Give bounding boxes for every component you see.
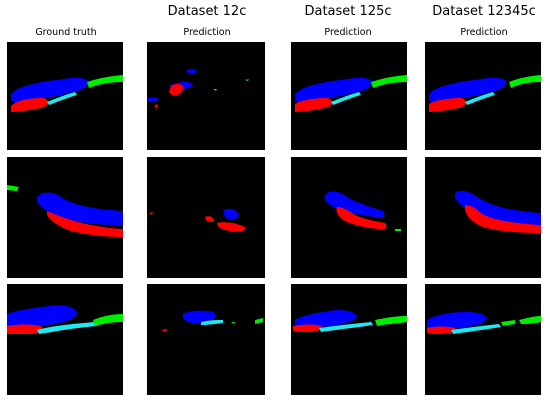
panel-background	[7, 284, 123, 395]
column-label: Prediction	[324, 27, 371, 38]
mask-region	[255, 318, 263, 324]
mask-region	[169, 83, 184, 96]
panel	[291, 284, 407, 395]
mask-region	[427, 326, 456, 334]
mask-region	[47, 92, 77, 105]
mask-region	[429, 77, 507, 104]
mask-region	[336, 207, 387, 230]
mask-region	[154, 104, 158, 109]
dataset-header: Dataset 12c	[168, 4, 247, 19]
mask-region	[371, 75, 407, 88]
mask-region	[245, 79, 249, 81]
mask-region	[509, 75, 541, 88]
mask-region	[148, 97, 157, 102]
mask-region	[465, 205, 541, 233]
panel	[147, 157, 265, 278]
column-label: Prediction	[460, 27, 507, 38]
mask-region	[375, 316, 407, 326]
mask-region	[295, 310, 357, 328]
mask-region	[7, 324, 43, 334]
panel	[7, 284, 123, 395]
mask-region	[7, 185, 19, 191]
mask-region	[324, 191, 385, 218]
mask-region	[11, 77, 89, 104]
mask-region	[213, 89, 217, 91]
mask-region	[465, 92, 495, 105]
panel	[7, 42, 123, 150]
mask-region	[201, 320, 223, 325]
mask-region	[293, 324, 322, 332]
mask-region	[451, 324, 501, 334]
mask-region	[455, 190, 541, 227]
mask-region	[501, 320, 515, 326]
column-label: Prediction	[183, 27, 230, 38]
panel	[425, 284, 541, 395]
mask-region	[47, 211, 123, 237]
mask-region	[149, 212, 153, 215]
panel	[147, 42, 265, 150]
panel	[425, 42, 541, 150]
mask-region	[11, 98, 49, 112]
panel-background	[291, 284, 407, 395]
mask-region	[319, 322, 373, 332]
mask-region	[161, 329, 167, 332]
panel-background	[147, 42, 265, 150]
mask-region	[205, 216, 214, 222]
panel	[291, 42, 407, 150]
mask-region	[231, 322, 235, 324]
panel	[7, 157, 123, 278]
mask-region	[295, 77, 373, 104]
dataset-header: Dataset 12345c	[432, 4, 536, 19]
mask-region	[395, 229, 401, 231]
mask-region	[223, 208, 239, 220]
mask-region	[183, 310, 216, 324]
mask-region	[427, 312, 487, 330]
mask-region	[331, 92, 361, 105]
mask-region	[37, 192, 123, 225]
panel	[425, 157, 541, 278]
mask-region	[7, 305, 77, 328]
panel-background	[147, 284, 265, 395]
mask-region	[87, 75, 123, 88]
mask-region	[217, 222, 246, 232]
mask-region	[93, 314, 123, 326]
mask-region	[429, 98, 467, 112]
mask-region	[519, 316, 541, 324]
mask-region	[295, 98, 333, 112]
dataset-header: Dataset 125c	[304, 4, 391, 19]
panel	[291, 157, 407, 278]
panel	[147, 284, 265, 395]
mask-region	[37, 322, 97, 334]
panel-background	[425, 284, 541, 395]
mask-region	[187, 68, 197, 74]
column-label: Ground truth	[35, 27, 96, 38]
